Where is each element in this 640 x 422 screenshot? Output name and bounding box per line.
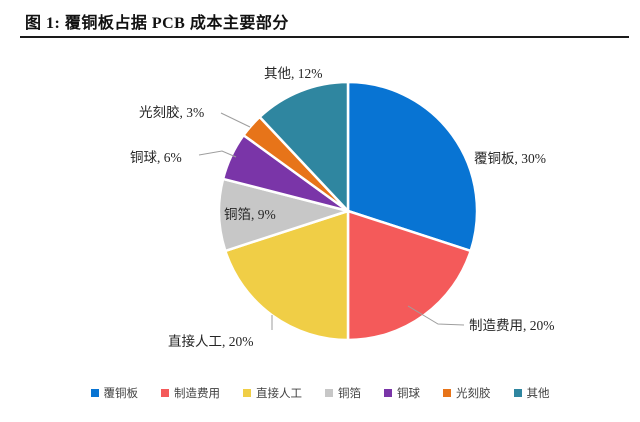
legend-marker: [90, 389, 99, 397]
legend-marker: [384, 389, 392, 397]
legend-marker: [243, 389, 251, 397]
legend-marker: [513, 389, 522, 397]
legend-item: 制造费用: [161, 385, 220, 401]
legend-item: 覆铜板: [90, 385, 139, 401]
legend-label: 光刻胶: [456, 388, 491, 400]
legend-label: 其他: [526, 388, 550, 400]
legend-label: 铜球: [397, 388, 420, 400]
legend-label: 覆铜板: [103, 388, 139, 400]
legend-marker: [443, 389, 451, 397]
legend-item: 铜箔: [325, 385, 361, 401]
pie-slice: [346, 80, 479, 253]
legend-marker: [325, 389, 333, 397]
legend: 覆铜板 制造费用 直接人工 铜箔 铜球 光刻胶 其他: [0, 384, 640, 402]
figure-title: 图 1: 覆铜板占据 PCB 成本主要部分: [25, 15, 289, 32]
leader-line: [198, 150, 237, 158]
legend-marker: [161, 389, 169, 397]
legend-label: 铜箔: [338, 388, 361, 400]
title-rule: [20, 36, 629, 38]
legend-item: 铜球: [384, 385, 420, 401]
legend-item: 直接人工: [243, 385, 302, 401]
legend-item: 光刻胶: [443, 385, 491, 401]
leader-line: [407, 305, 465, 326]
legend-label: 制造费用: [174, 388, 220, 400]
leader-line: [220, 112, 251, 128]
legend-item: 其他: [513, 385, 550, 401]
pie-slice: [258, 80, 350, 213]
legend-label: 直接人工: [256, 388, 302, 400]
